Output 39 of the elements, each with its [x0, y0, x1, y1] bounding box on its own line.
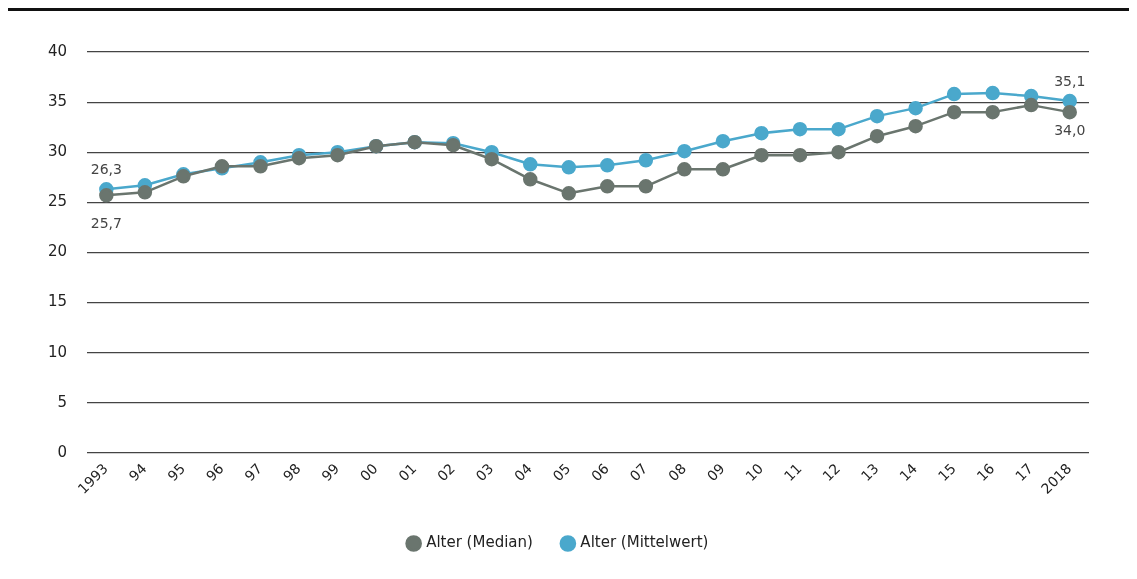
x-tick-label: 13 [857, 460, 882, 485]
legend-label: Alter (Mittelwert) [580, 533, 709, 552]
y-tick-label: 25 [47, 192, 68, 211]
x-tick-label: 08 [665, 460, 690, 485]
x-tick-label: 16 [973, 460, 998, 485]
x-tick-label: 00 [356, 460, 381, 485]
x-tick-label: 06 [588, 460, 613, 485]
x-tick-label: 07 [626, 460, 651, 485]
x-tick-label: 95 [164, 460, 189, 485]
y-tick-label: 10 [47, 342, 68, 361]
legend-label: Alter (Median) [426, 533, 533, 552]
x-tick-label: 96 [202, 460, 227, 485]
x-tick-label: 17 [1011, 460, 1036, 485]
y-tick-label: 5 [57, 392, 68, 411]
x-tick-label: 04 [511, 460, 535, 485]
x-tick-label: 01 [395, 460, 420, 485]
x-tick-label: 10 [742, 460, 767, 485]
x-tick-label: 97 [241, 460, 266, 485]
x-tick-label: 05 [549, 460, 574, 485]
y-tick-label: 30 [47, 142, 68, 161]
x-tick-label: 98 [279, 460, 304, 485]
y-tick-label: 15 [47, 292, 68, 311]
y-tick-label: 0 [57, 442, 68, 461]
x-tick-label: 03 [472, 460, 497, 485]
data-label: 35,1 [1054, 72, 1086, 89]
x-tick-label: 09 [703, 460, 728, 485]
x-tick-label: 02 [433, 460, 458, 485]
y-tick-label: 20 [47, 242, 68, 261]
data-label: 25,7 [90, 214, 122, 231]
y-tick-label: 35 [47, 92, 68, 111]
data-label: 26,3 [90, 160, 122, 177]
data-label: 34,0 [1054, 121, 1086, 138]
x-tick-label: 12 [819, 460, 844, 485]
x-tick-label: 99 [318, 460, 343, 485]
x-tick-label: 94 [125, 460, 150, 485]
y-tick-label: 40 [47, 41, 68, 60]
x-tick-label: 14 [896, 460, 921, 485]
x-tick-label: 11 [780, 460, 805, 485]
x-tick-label: 15 [934, 460, 959, 485]
